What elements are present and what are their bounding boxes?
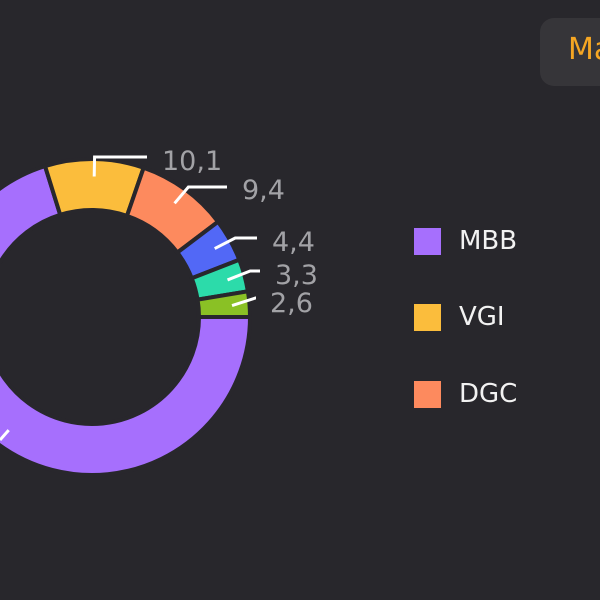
data-label: 10,1 — [162, 146, 222, 177]
legend-swatch — [414, 380, 441, 408]
legend-item-mbb[interactable]: MBB — [414, 226, 517, 256]
legend-label: VGI — [459, 302, 505, 332]
filter-chip-label: Ma — [568, 32, 600, 67]
leader-line — [214, 236, 257, 250]
data-label: 9,4 — [242, 175, 285, 206]
data-label: 3,3 — [275, 260, 318, 291]
data-label: 2,6 — [270, 288, 313, 319]
legend-label: DGC — [459, 379, 518, 409]
leader-line — [173, 185, 227, 205]
donut-segment-mbb[interactable] — [0, 163, 253, 477]
legend-swatch — [414, 303, 441, 331]
leader-line — [226, 269, 260, 282]
leader-line — [0, 429, 10, 441]
filter-chip[interactable]: Ma — [540, 18, 600, 86]
legend-item-vgi[interactable]: VGI — [414, 302, 505, 332]
data-label: 4,4 — [272, 227, 315, 258]
legend-swatch — [414, 227, 441, 255]
leader-line — [231, 296, 256, 307]
legend-item-dgc[interactable]: DGC — [414, 379, 517, 409]
leader-line — [92, 155, 147, 177]
legend-label: MBB — [459, 226, 518, 256]
